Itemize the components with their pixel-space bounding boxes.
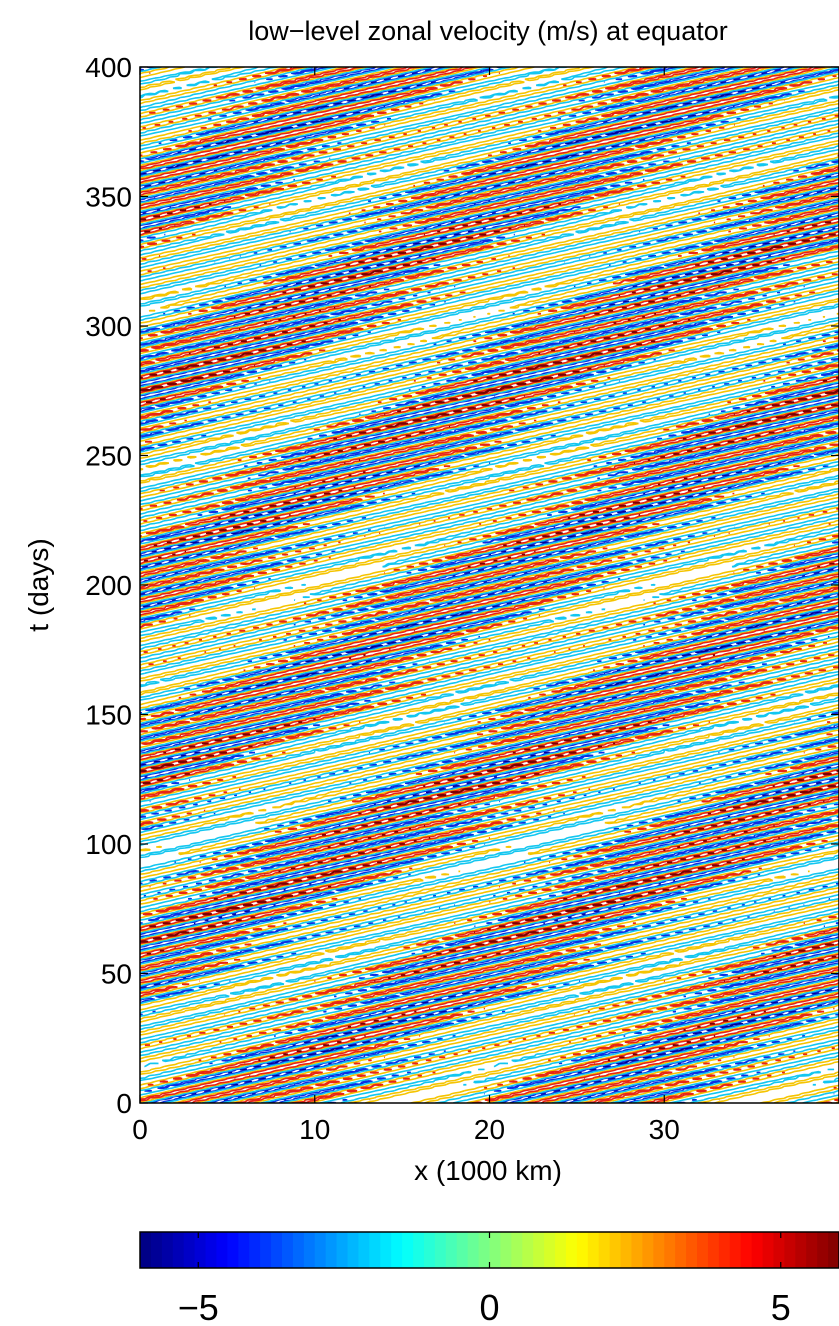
colorbar-swatch xyxy=(675,1232,687,1268)
colorbar-swatch xyxy=(315,1232,327,1268)
y-axis-label: t (days) xyxy=(23,538,54,631)
colorbar-swatch xyxy=(195,1232,207,1268)
colorbar-swatch xyxy=(184,1232,196,1268)
colorbar-swatch xyxy=(446,1232,458,1268)
y-tick-label-7: 350 xyxy=(85,182,132,213)
colorbar-swatch xyxy=(238,1232,250,1268)
colorbar-swatch xyxy=(151,1232,163,1268)
colorbar-swatch xyxy=(566,1232,578,1268)
colorbar-swatch xyxy=(490,1232,502,1268)
y-tick-label-8: 400 xyxy=(85,52,132,83)
colorbar-swatch xyxy=(326,1232,338,1268)
colorbar-swatch xyxy=(631,1232,643,1268)
colorbar-swatch xyxy=(795,1232,807,1268)
y-tick-label-0: 0 xyxy=(116,1088,132,1119)
colorbar-swatch xyxy=(806,1232,818,1268)
colorbar-swatch xyxy=(773,1232,785,1268)
colorbar-tick-label-1: 0 xyxy=(479,1287,499,1326)
colorbar-swatch xyxy=(763,1232,775,1268)
colorbar-swatch xyxy=(621,1232,633,1268)
x-tick-label-2: 20 xyxy=(474,1114,505,1145)
contour-lines xyxy=(140,67,839,1103)
colorbar-swatch xyxy=(708,1232,720,1268)
colorbar-swatch xyxy=(522,1232,534,1268)
colorbar-swatch xyxy=(140,1232,152,1268)
x-tick-label-1: 10 xyxy=(299,1114,330,1145)
colorbar-swatch xyxy=(817,1232,829,1268)
colorbar-swatch xyxy=(457,1232,469,1268)
colorbar-swatch xyxy=(730,1232,742,1268)
colorbar-swatch xyxy=(424,1232,436,1268)
colorbar-swatch xyxy=(369,1232,381,1268)
colorbar-swatch xyxy=(249,1232,261,1268)
colorbar-swatch xyxy=(282,1232,294,1268)
colorbar-swatch xyxy=(293,1232,305,1268)
colorbar-swatch xyxy=(227,1232,239,1268)
chart-title: low−level zonal velocity (m/s) at equato… xyxy=(248,16,727,46)
y-tick-label-6: 300 xyxy=(85,311,132,342)
colorbar-swatch xyxy=(391,1232,403,1268)
colorbar-swatch xyxy=(468,1232,480,1268)
colorbar-swatch xyxy=(511,1232,523,1268)
colorbar-swatch xyxy=(741,1232,753,1268)
colorbar-swatch xyxy=(380,1232,392,1268)
colorbar-swatch xyxy=(533,1232,545,1268)
colorbar-swatch xyxy=(555,1232,567,1268)
colorbar-swatch xyxy=(348,1232,360,1268)
colorbar-swatch xyxy=(752,1232,764,1268)
y-tick-label-1: 50 xyxy=(101,959,132,990)
colorbar-swatch xyxy=(686,1232,698,1268)
colorbar-swatch xyxy=(162,1232,174,1268)
colorbar-swatch xyxy=(577,1232,589,1268)
colorbar-swatch xyxy=(599,1232,611,1268)
y-tick-label-2: 100 xyxy=(85,829,132,860)
colorbar-swatch xyxy=(206,1232,218,1268)
x-axis-label: x (1000 km) xyxy=(414,1155,562,1186)
colorbar-tick-label-0: −5 xyxy=(178,1287,219,1326)
colorbar-swatch xyxy=(413,1232,425,1268)
colorbar-swatch xyxy=(216,1232,228,1268)
colorbar-swatch xyxy=(610,1232,622,1268)
colorbar-tick-label-2: 5 xyxy=(771,1287,791,1326)
colorbar-swatch xyxy=(435,1232,447,1268)
colorbar-swatch xyxy=(358,1232,370,1268)
colorbar-swatch xyxy=(828,1232,839,1268)
y-tick-label-3: 150 xyxy=(85,700,132,731)
colorbar-swatch xyxy=(271,1232,283,1268)
y-tick-label-4: 200 xyxy=(85,570,132,601)
colorbar-swatch xyxy=(173,1232,185,1268)
x-tick-label-3: 30 xyxy=(649,1114,680,1145)
colorbar-swatch xyxy=(653,1232,665,1268)
colorbar-swatch xyxy=(588,1232,600,1268)
colorbar-swatch xyxy=(337,1232,349,1268)
colorbar-swatch xyxy=(784,1232,796,1268)
colorbar-swatch xyxy=(402,1232,414,1268)
colorbar-swatch xyxy=(544,1232,556,1268)
colorbar-swatch xyxy=(500,1232,512,1268)
colorbar-swatch xyxy=(697,1232,709,1268)
colorbar-swatch xyxy=(642,1232,654,1268)
colorbar-swatch xyxy=(664,1232,676,1268)
x-tick-label-0: 0 xyxy=(132,1114,148,1145)
colorbar-swatch xyxy=(479,1232,491,1268)
colorbar-swatch xyxy=(304,1232,316,1268)
colorbar-swatch xyxy=(719,1232,731,1268)
y-tick-label-5: 250 xyxy=(85,441,132,472)
colorbar-swatch xyxy=(260,1232,272,1268)
colorbar: −5 0 5 xyxy=(140,1232,839,1326)
